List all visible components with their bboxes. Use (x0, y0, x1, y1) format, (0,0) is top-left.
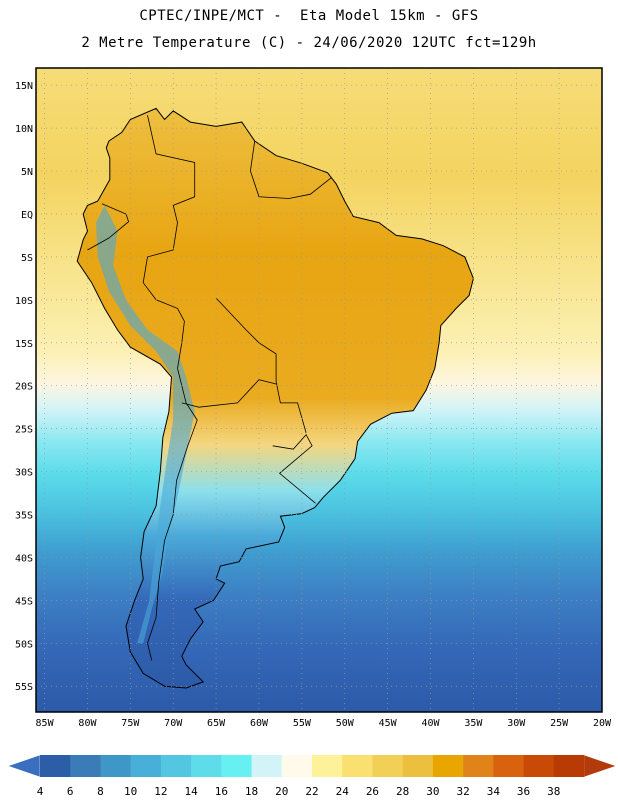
colorbar-swatch (372, 755, 403, 777)
lat-tick-label: EQ (21, 210, 33, 221)
lat-tick-label: 10N (15, 124, 33, 135)
lon-tick-label: 30W (507, 718, 526, 729)
colorbar-over-arrow (583, 754, 617, 778)
lon-tick-label: 85W (36, 718, 55, 729)
colorbar-label: 20 (275, 785, 288, 798)
lon-tick-label: 50W (336, 718, 355, 729)
colorbar-swatch (432, 755, 464, 777)
lon-tick-label: 65W (207, 718, 226, 729)
lat-tick-label: 50S (15, 639, 33, 650)
lon-tick-label: 60W (250, 718, 269, 729)
colorbar-label: 30 (426, 785, 439, 798)
colorbar-label: 32 (456, 785, 469, 798)
lat-tick-label: 55S (15, 682, 33, 693)
andes-cold-band (96, 205, 195, 644)
chart-title-line-2: 2 Metre Temperature (C) - 24/06/2020 12U… (81, 35, 537, 51)
colorbar-swatch (281, 755, 313, 777)
colorbar-label: 28 (396, 785, 409, 798)
colorbar-label: 22 (305, 785, 318, 798)
colorbar-label: 6 (67, 785, 74, 798)
colorbar-swatch (100, 755, 131, 777)
colorbar-label: 16 (215, 785, 228, 798)
longitude-labels: 85W 80W 75W 70W 65W 60W 55W 50W 45W 40W 35W 30W 25W 2… (36, 718, 612, 729)
colorbar-swatch (402, 755, 434, 777)
lon-tick-label: 55W (293, 718, 312, 729)
colorbar-label: 8 (97, 785, 104, 798)
lon-tick-label: 75W (121, 718, 140, 729)
colorbar: 4 6 8 10 12 14 16 18 20 22 24 26 28 30 32 34 36 38 (7, 754, 617, 798)
colorbar-under-arrow (7, 754, 41, 778)
colorbar-label: 24 (336, 785, 350, 798)
colorbar-swatch (342, 755, 373, 777)
colorbar-label: 12 (154, 785, 167, 798)
lat-tick-label: 40S (15, 553, 33, 564)
colorbar-swatch (221, 755, 252, 777)
colorbar-label: 36 (517, 785, 530, 798)
country-borders (87, 115, 332, 661)
south-america-landmass (76, 107, 474, 689)
colorbar-label: 26 (366, 785, 379, 798)
colorbar-swatch (130, 755, 162, 777)
lat-tick-label: 5N (21, 167, 33, 178)
colorbar-label: 18 (245, 785, 258, 798)
lon-tick-label: 45W (379, 718, 398, 729)
colorbar-label: 34 (487, 785, 501, 798)
lon-tick-label: 70W (164, 718, 183, 729)
lon-tick-label: 20W (593, 718, 612, 729)
colorbar-swatch (312, 755, 343, 777)
lat-tick-label: 5S (21, 253, 33, 264)
colorbar-swatch (493, 755, 524, 777)
chart-title-line-1: CPTEC/INPE/MCT - Eta Model 15km - GFS (139, 8, 479, 24)
map-frame (35, 67, 603, 713)
lon-tick-label: 40W (421, 718, 440, 729)
colorbar-swatch (523, 755, 555, 777)
lon-tick-label: 35W (464, 718, 483, 729)
latitude-labels: 15N 10N 5N EQ 5S 10S 15S 20S 25S 30S 35S 40S 45S 50S 5… (15, 81, 33, 693)
colorbar-swatch (463, 755, 494, 777)
colorbar-swatch (553, 755, 585, 777)
lat-tick-label: 15N (15, 81, 33, 92)
colorbar-swatch (160, 755, 192, 777)
colorbar-label: 10 (124, 785, 137, 798)
lat-tick-label: 35S (15, 511, 33, 522)
colorbar-swatch (191, 755, 222, 777)
colorbar-swatch (70, 755, 101, 777)
colorbar-swatch (40, 755, 71, 777)
lat-tick-label: 20S (15, 382, 33, 393)
lat-tick-label: 45S (15, 596, 33, 607)
lon-tick-label: 80W (78, 718, 97, 729)
colorbar-label: 14 (184, 785, 198, 798)
lon-tick-label: 25W (550, 718, 569, 729)
lat-tick-label: 15S (15, 339, 33, 350)
colorbar-label: 38 (547, 785, 560, 798)
colorbar-label: 4 (37, 785, 44, 798)
lat-tick-label: 25S (15, 425, 33, 436)
colorbar-swatch (251, 755, 283, 777)
lat-tick-label: 30S (15, 468, 33, 479)
lat-tick-label: 10S (15, 296, 33, 307)
